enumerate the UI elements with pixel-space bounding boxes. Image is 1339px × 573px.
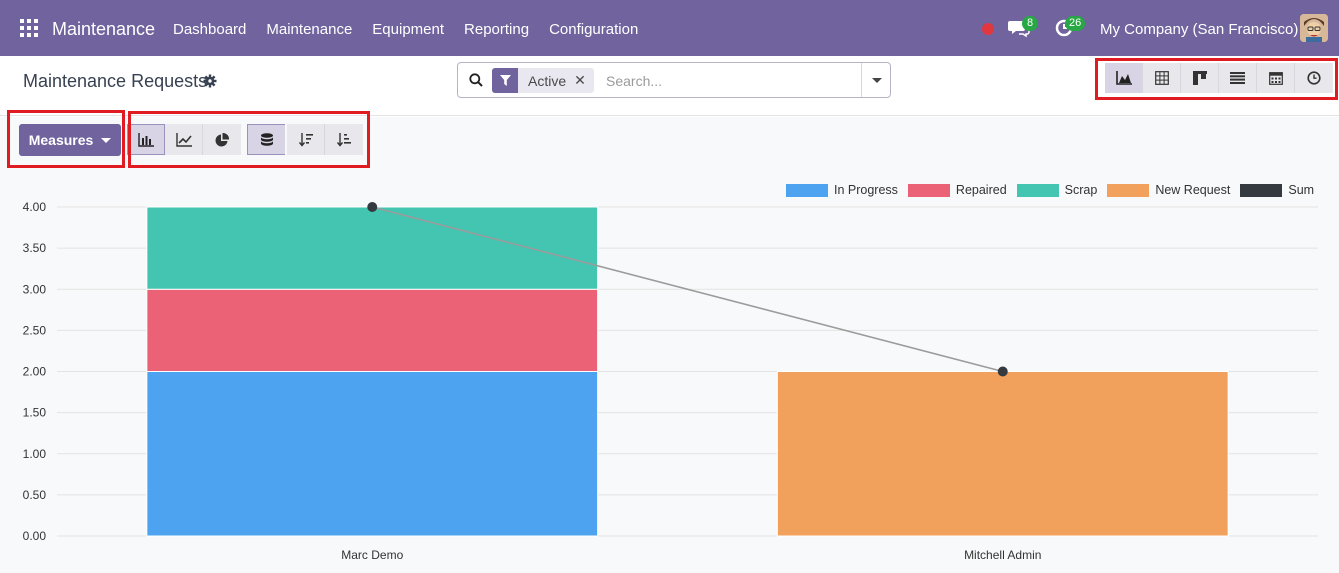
sum-point[interactable] <box>367 202 378 212</box>
sort-group <box>287 124 363 155</box>
line-chart-icon <box>175 132 192 147</box>
list-icon <box>1230 72 1245 84</box>
filter-facet: Active ✕ <box>492 68 594 93</box>
bar-chart: 0.00 0.50 1.00 1.50 2.00 2.50 3.00 3.50 4.00 Marc… <box>23 200 1318 562</box>
app-brand[interactable]: Maintenance <box>52 19 156 39</box>
search-options-toggle[interactable] <box>861 63 891 97</box>
view-graph-button[interactable] <box>1105 63 1143 93</box>
legend-label-new-request[interactable]: New Request <box>1155 183 1231 197</box>
search-input[interactable] <box>606 70 858 92</box>
bar-chart-icon <box>138 132 154 147</box>
bar-segment[interactable] <box>776 371 1229 537</box>
menu-item-dashboard[interactable]: Dashboard <box>173 21 247 38</box>
legend-label-scrap[interactable]: Scrap <box>1064 183 1098 197</box>
bar-segment[interactable] <box>146 371 599 537</box>
top-navbar: Maintenance Dashboard Maintenance Equipm… <box>0 0 1339 56</box>
gear-icon[interactable] <box>203 74 217 88</box>
x-tick-label: Mitchell Admin <box>964 548 1041 562</box>
area-chart-icon <box>1115 71 1132 85</box>
bar-chart-button[interactable] <box>127 124 165 155</box>
highlight-measures <box>7 110 125 168</box>
chart-legend: In Progress Repaired Scrap New Request S… <box>786 183 1314 197</box>
y-tick-label: 3.00 <box>23 282 47 296</box>
pie-chart-icon <box>215 132 229 146</box>
y-tick-label: 1.00 <box>23 447 47 461</box>
measures-label: Measures <box>28 132 94 148</box>
caret-down-icon <box>101 137 112 143</box>
legend-swatch-sum[interactable] <box>1240 183 1283 197</box>
sort-ascending-icon <box>337 132 351 147</box>
view-calendar-button[interactable] <box>1257 63 1295 93</box>
legend-label-repaired[interactable]: Repaired <box>955 183 1007 197</box>
y-tick-label: 2.50 <box>23 323 47 337</box>
line-chart-button[interactable] <box>165 124 203 155</box>
bar-segment[interactable] <box>146 206 599 290</box>
legend-label-in-progress[interactable]: In Progress <box>834 183 898 197</box>
legend-swatch-scrap[interactable] <box>1016 183 1059 197</box>
facet-remove-icon[interactable]: ✕ <box>574 72 586 88</box>
highlight-view-switcher <box>1095 58 1338 100</box>
view-activity-button[interactable] <box>1295 63 1333 93</box>
activities-badge: 26 <box>1065 16 1086 31</box>
highlight-chart-controls <box>128 111 370 168</box>
view-pivot-button[interactable] <box>1143 63 1181 93</box>
company-switcher[interactable]: My Company (San Francisco) <box>1100 21 1299 38</box>
bar-segment[interactable] <box>146 288 599 372</box>
measures-dropdown-button[interactable]: Measures <box>19 124 121 156</box>
x-tick-label: Marc Demo <box>341 548 403 562</box>
y-tick-label: 4.00 <box>23 200 47 214</box>
legend-swatch-repaired[interactable] <box>907 183 950 197</box>
filter-icon <box>492 68 518 93</box>
status-dot-icon[interactable] <box>982 23 994 35</box>
sum-line <box>372 206 1003 373</box>
stacked-toggle-group <box>247 124 285 155</box>
facet-label: Active <box>528 72 567 89</box>
calendar-icon <box>1268 72 1283 85</box>
messages-badge: 8 <box>1022 16 1038 31</box>
page-title: Maintenance Requests <box>23 71 208 91</box>
legend-swatch-new-request[interactable] <box>1107 183 1150 197</box>
menu-item-reporting[interactable]: Reporting <box>464 21 530 38</box>
y-tick-label: 3.50 <box>23 241 47 255</box>
view-switcher <box>1105 63 1333 93</box>
pie-chart-button[interactable] <box>203 124 241 155</box>
y-tick-label: 1.50 <box>23 406 47 420</box>
apps-menu-icon[interactable] <box>20 19 38 37</box>
sort-descending-icon <box>298 132 313 147</box>
search-bar: Active ✕ <box>457 62 891 98</box>
graph-view: Measures <box>0 117 1339 573</box>
control-panel: Maintenance Requests Active ✕ <box>0 56 1339 116</box>
view-kanban-button[interactable] <box>1181 63 1219 93</box>
sum-point[interactable] <box>997 366 1008 377</box>
legend-swatch-in-progress[interactable] <box>786 183 828 197</box>
chart-type-group <box>127 124 241 155</box>
chevron-down-icon <box>871 77 882 83</box>
y-tick-label: 0.50 <box>23 488 47 502</box>
search-icon[interactable] <box>469 73 483 87</box>
view-list-button[interactable] <box>1219 63 1257 93</box>
table-icon <box>1154 71 1169 85</box>
legend-label-sum[interactable]: Sum <box>1288 183 1315 197</box>
clock-icon <box>1307 71 1321 85</box>
stacked-button[interactable] <box>247 124 285 155</box>
user-avatar[interactable] <box>1300 14 1328 42</box>
menu-item-equipment[interactable]: Equipment <box>372 21 445 38</box>
menu-item-maintenance[interactable]: Maintenance <box>266 21 353 38</box>
menu-item-configuration[interactable]: Configuration <box>549 21 639 38</box>
database-icon <box>260 132 273 146</box>
y-tick-label: 0.00 <box>23 529 47 543</box>
main-menu: Dashboard Maintenance Equipment Reportin… <box>173 21 658 38</box>
sort-ascending-button[interactable] <box>325 124 363 155</box>
y-tick-label: 2.00 <box>23 365 47 379</box>
sort-descending-button[interactable] <box>287 124 325 155</box>
kanban-icon <box>1192 71 1207 85</box>
